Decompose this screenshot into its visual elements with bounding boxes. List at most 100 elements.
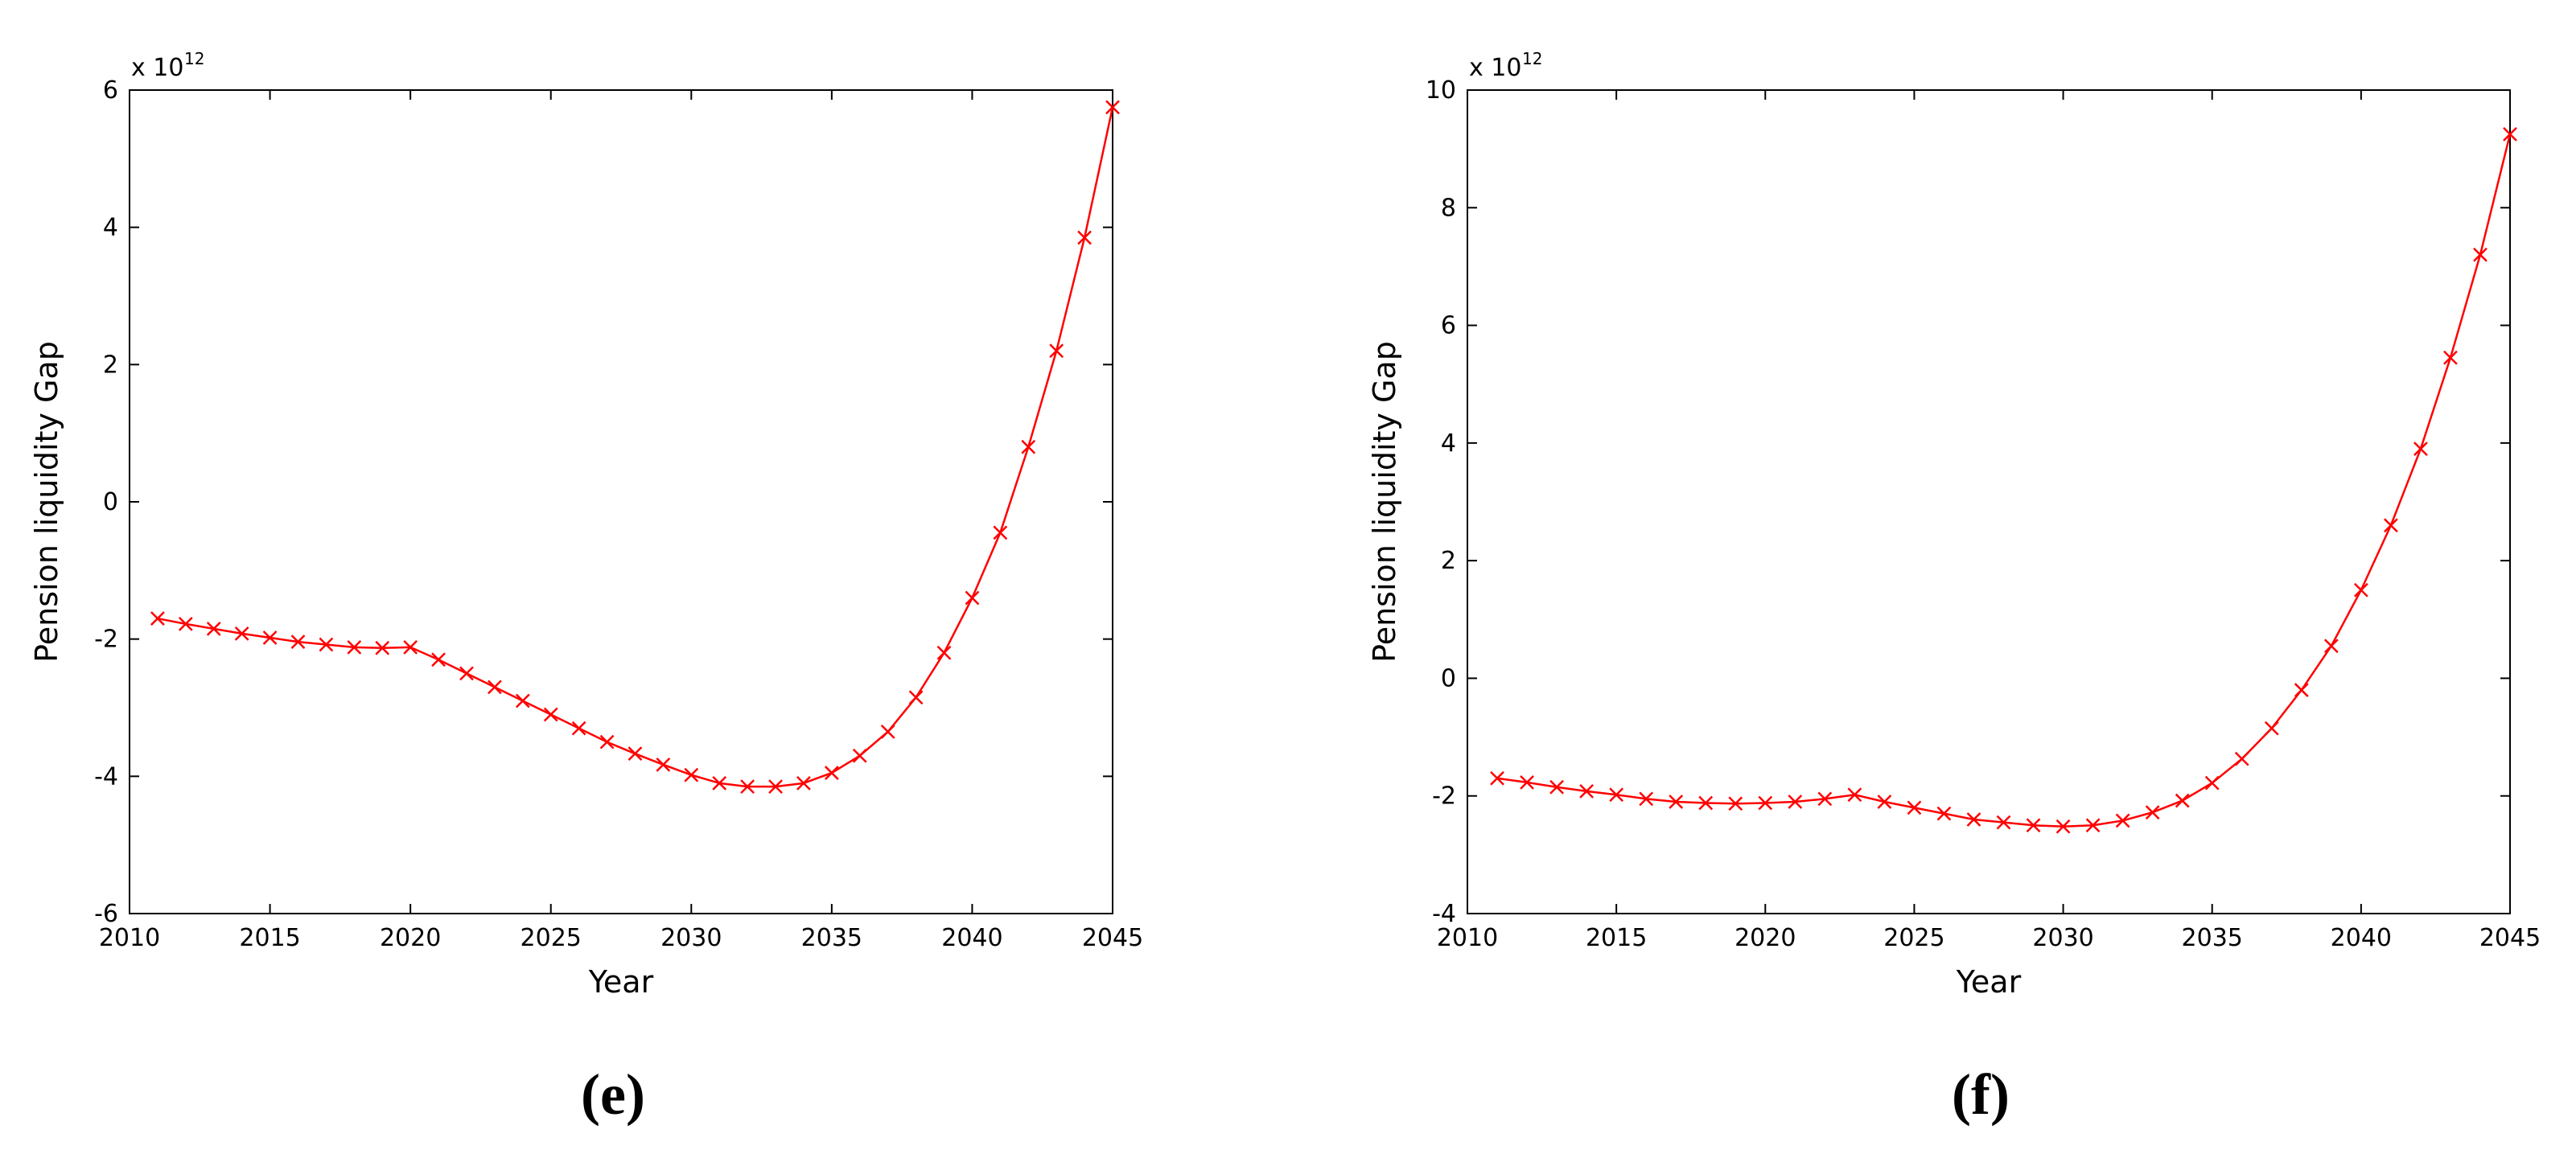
x-tick-label: 2030 [2032,924,2093,952]
x-tick-label: 2035 [2182,924,2243,952]
data-marker [1996,815,2011,830]
y-tick-label: -6 [94,900,118,928]
data-marker [2473,247,2488,262]
chart: -4 -2 0 2 4 6 8 10 2010 2015 2020 2025 2030 2035 2040 2… [1367,49,2541,1127]
data-marker [1049,343,1064,359]
data-marker [1021,439,1036,454]
data-marker [2353,582,2368,598]
x-tick-label: 2040 [2331,924,2392,952]
x-tick-label: 2025 [521,924,582,952]
axis-multiplier: x 10 [1469,54,1521,82]
data-marker [712,775,727,791]
data-marker [1758,795,1773,811]
data-marker [1490,770,1504,786]
data-marker [375,640,390,655]
data-marker [599,734,615,750]
data-marker [1669,795,1684,809]
data-marker [993,525,1008,540]
data-marker [1698,795,1714,811]
data-marker [206,621,221,636]
data-marker [290,635,306,649]
data-marker [543,707,558,722]
data-marker [1728,796,1743,811]
data-marker [1077,230,1092,245]
y-tick-label: 4 [103,214,118,242]
data-marker [908,690,924,705]
x-tick-label: 2040 [941,924,1002,952]
data-marker [2175,793,2190,808]
y-tick-label: 8 [1441,194,1456,222]
y-tick-label: 2 [1441,547,1456,575]
y-tick-label: 4 [1441,429,1456,458]
y-tick-label: 10 [1426,76,1456,105]
y-tick-label: -4 [94,762,118,791]
data-marker [2264,721,2279,736]
data-marker [1907,800,1922,815]
data-marker [1639,791,1654,807]
data-marker [824,766,839,780]
data-marker [515,693,530,708]
data-marker [1609,787,1624,803]
x-tick-label: 2045 [1082,924,1143,952]
y-axis-label: Pension liquidity Gap [1367,341,1402,663]
data-marker [2503,126,2517,142]
data-marker [1966,812,1981,827]
data-marker [234,626,249,641]
caption: (e) [581,1062,645,1127]
x-tick-label: 2015 [239,924,300,952]
data-marker [684,767,699,782]
x-tick-label: 2020 [380,924,441,952]
data-marker [2085,818,2101,833]
data-marker [571,721,586,736]
data-marker [2115,813,2130,828]
x-tick-label: 2010 [1437,924,1498,952]
data-marker [2413,442,2428,457]
plot-area [1467,89,2511,914]
x-tick-label: 2020 [1734,924,1796,952]
data-marker [319,637,334,652]
data-marker [431,652,446,667]
plot-area [129,89,1113,914]
y-tick-label: 2 [103,351,118,379]
x-tick-label: 2035 [801,924,862,952]
y-tick-label: -2 [1432,782,1456,811]
data-marker [488,680,502,695]
y-tick-label: 6 [103,76,118,105]
data-marker [2055,819,2071,834]
chart: -6 -4 -2 0 2 4 6 2010 2015 2020 2025 2030 2035 2040 20… [29,49,1143,1127]
y-tick-label: 6 [1441,312,1456,340]
axis-multiplier: x 10 [131,54,183,82]
data-marker [262,630,278,645]
data-marker [628,746,643,762]
data-marker [656,757,671,772]
x-tick-label: 2030 [660,924,722,952]
data-marker [936,645,952,660]
y-tick-label: 0 [103,488,118,516]
x-tick-label: 2025 [1883,924,1944,952]
data-marker [965,590,980,606]
data-marker [1936,806,1952,821]
data-marker [2026,818,2041,833]
y-tick-label: -4 [1432,900,1456,928]
axis-multiplier-exponent: 12 [184,49,204,68]
data-marker [1817,791,1833,807]
data-marker [880,724,895,739]
y-tick-label: 0 [1441,664,1456,692]
data-marker [1877,795,1892,809]
data-marker [1520,775,1534,790]
data-marker [740,779,755,795]
data-marker [150,611,165,626]
data-marker [178,617,193,631]
y-tick-label: -2 [94,626,118,654]
axis-multiplier-exponent: 12 [1522,49,1542,68]
data-marker [2384,518,2398,533]
data-marker [403,640,418,655]
data-marker [459,666,474,681]
data-marker [768,779,783,795]
x-axis-label: Year [1956,964,2022,1000]
x-axis-label: Year [588,964,654,1000]
data-marker [1847,787,1862,803]
data-marker [2443,350,2458,365]
